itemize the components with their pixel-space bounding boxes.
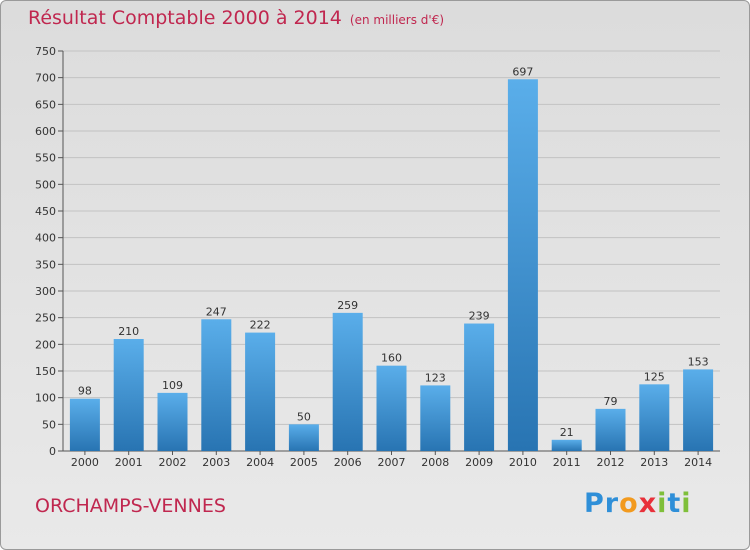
x-tick-label: 2006 xyxy=(334,456,362,469)
chart-title-text: Résultat Comptable 2000 à 2014 xyxy=(28,7,342,29)
y-tick-label: 250 xyxy=(35,312,56,325)
x-tick-label: 2001 xyxy=(115,456,143,469)
bar-value-label: 125 xyxy=(644,370,665,383)
bar xyxy=(288,424,319,451)
place-label: ORCHAMPS-VENNES xyxy=(35,495,226,517)
y-tick-label: 0 xyxy=(49,445,56,458)
bar-value-label: 79 xyxy=(604,395,618,408)
bar-value-label: 697 xyxy=(512,65,533,78)
bar xyxy=(201,319,232,451)
bar-value-label: 109 xyxy=(162,379,183,392)
y-tick-label: 100 xyxy=(35,392,56,405)
y-tick-label: 400 xyxy=(35,232,56,245)
bar-value-label: 98 xyxy=(78,385,92,398)
bar-value-label: 210 xyxy=(118,325,139,338)
x-tick-label: 2005 xyxy=(290,456,318,469)
bar xyxy=(420,385,451,451)
x-tick-label: 2000 xyxy=(71,456,99,469)
bar-value-label: 160 xyxy=(381,352,402,365)
x-tick-label: 2008 xyxy=(421,456,449,469)
logo-letter: r xyxy=(604,488,620,519)
bar xyxy=(245,332,276,451)
bar-value-label: 123 xyxy=(425,371,446,384)
logo-letter: P xyxy=(584,488,605,519)
bar xyxy=(376,365,407,451)
x-tick-label: 2013 xyxy=(640,456,668,469)
x-tick-label: 2004 xyxy=(246,456,274,469)
y-tick-label: 150 xyxy=(35,365,56,378)
x-tick-label: 2010 xyxy=(509,456,537,469)
y-tick-label: 750 xyxy=(35,45,56,58)
axes: 0501001502002503003504004505005506006507… xyxy=(35,45,720,469)
logo-letter: o xyxy=(619,488,639,519)
x-tick-label: 2014 xyxy=(684,456,712,469)
y-tick-label: 650 xyxy=(35,98,56,111)
y-tick-label: 500 xyxy=(35,178,56,191)
chart-title: Résultat Comptable 2000 à 2014 (en millie… xyxy=(28,7,444,29)
bar xyxy=(332,312,363,451)
bar-value-label: 50 xyxy=(297,410,311,423)
y-tick-label: 350 xyxy=(35,258,56,271)
y-tick-label: 600 xyxy=(35,125,56,138)
bar xyxy=(639,384,670,451)
bars xyxy=(69,79,714,452)
y-tick-label: 550 xyxy=(35,152,56,165)
y-tick-label: 300 xyxy=(35,285,56,298)
chart-subtitle: (en milliers d'€) xyxy=(349,13,445,27)
x-tick-label: 2012 xyxy=(597,456,625,469)
bar xyxy=(595,408,626,451)
bar xyxy=(551,439,582,451)
proxiti-logo: Proxiti xyxy=(584,488,692,519)
bar-value-label: 239 xyxy=(469,310,490,323)
y-tick-label: 450 xyxy=(35,205,56,218)
bar-value-label: 259 xyxy=(337,299,358,312)
x-tick-label: 2009 xyxy=(465,456,493,469)
x-tick-label: 2007 xyxy=(378,456,406,469)
x-tick-label: 2003 xyxy=(202,456,230,469)
logo-letter: i xyxy=(681,488,692,519)
bar-value-label: 222 xyxy=(250,319,271,332)
bar xyxy=(157,392,188,451)
bar-value-label: 247 xyxy=(206,305,227,318)
bar xyxy=(683,369,714,451)
logo-letter: x xyxy=(638,488,658,519)
bar-value-label: 21 xyxy=(560,426,574,439)
bar-value-label: 153 xyxy=(688,355,709,368)
x-tick-label: 2011 xyxy=(553,456,581,469)
bar xyxy=(507,79,538,452)
bar xyxy=(464,323,495,451)
y-tick-label: 200 xyxy=(35,338,56,351)
y-tick-label: 700 xyxy=(35,72,56,85)
y-tick-label: 50 xyxy=(42,418,56,431)
x-tick-label: 2002 xyxy=(159,456,187,469)
bar xyxy=(69,398,100,451)
bar xyxy=(113,339,144,451)
logo-letter: t xyxy=(667,488,682,519)
logo-letter: i xyxy=(657,488,668,519)
data-labels: 98 210 109 247 222 50 259 160 123 239 697 21 79 125 15… xyxy=(78,65,709,439)
